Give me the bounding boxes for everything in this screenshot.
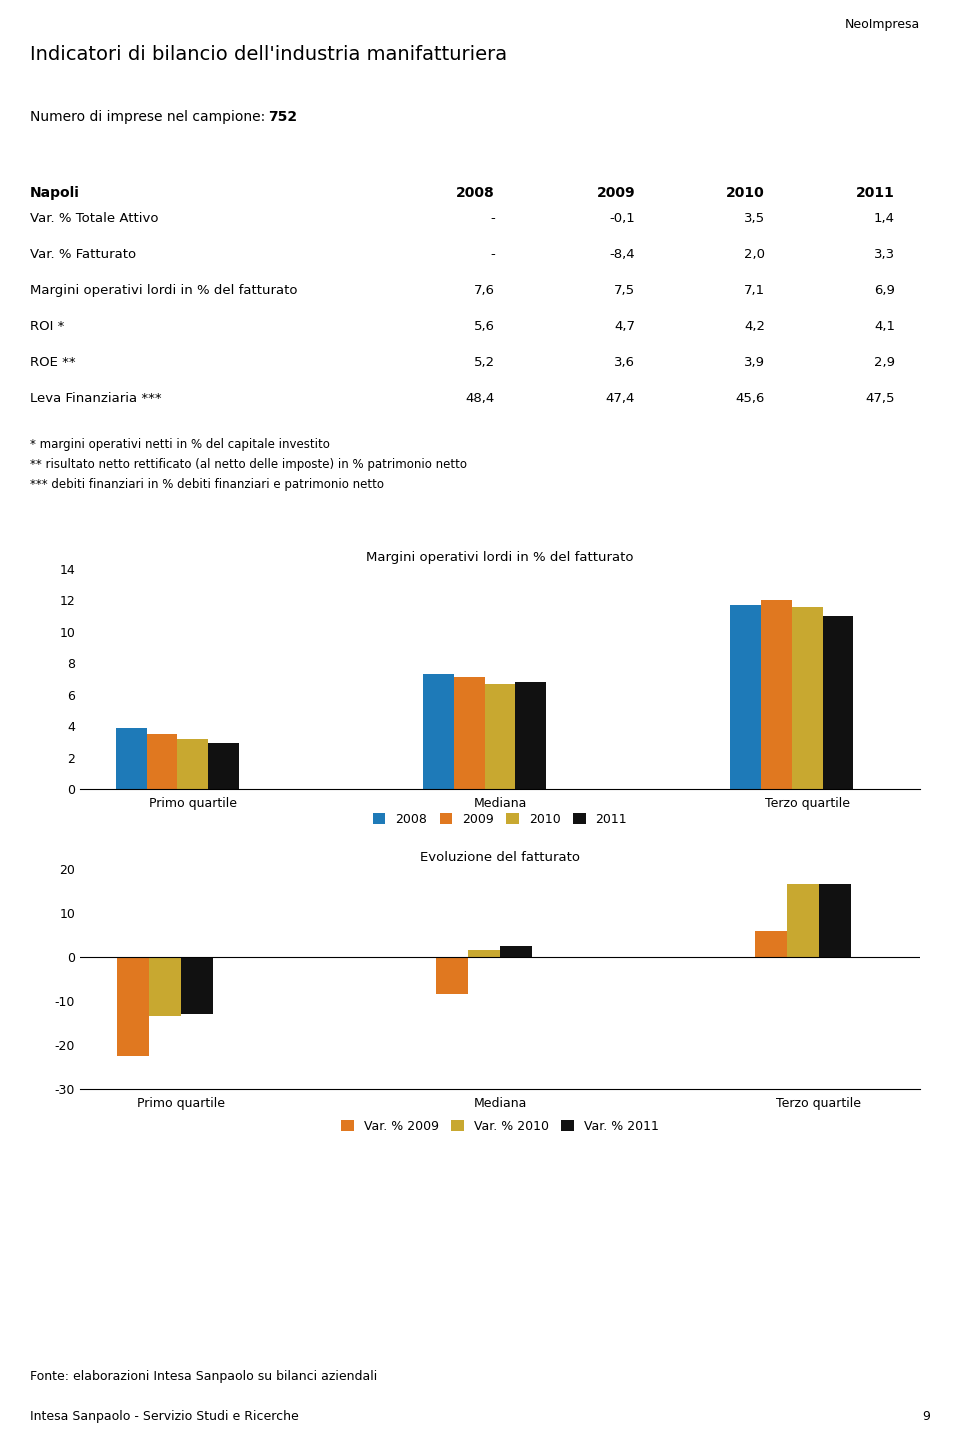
Bar xyxy=(792,606,823,789)
Bar xyxy=(756,931,787,957)
Bar xyxy=(116,728,147,789)
Text: 752: 752 xyxy=(268,110,298,125)
Text: 2011: 2011 xyxy=(856,186,895,200)
Text: Crescita, redditità e struttura patrimoniale in sintesi (valori mediani): Crescita, redditità e struttura patrimon… xyxy=(37,154,579,168)
Text: * margini operativi netti in % del capitale investito: * margini operativi netti in % del capit… xyxy=(30,438,330,451)
Text: 7,6: 7,6 xyxy=(474,284,495,297)
Text: Margini operativi lordi in % del fatturato: Margini operativi lordi in % del fattura… xyxy=(30,284,298,297)
Bar xyxy=(454,677,485,789)
Text: Numero di imprese nel campione:: Numero di imprese nel campione: xyxy=(30,110,270,125)
Text: 7,5: 7,5 xyxy=(613,284,635,297)
Text: 5,2: 5,2 xyxy=(474,357,495,368)
Bar xyxy=(208,744,239,789)
Bar xyxy=(823,616,853,789)
Bar xyxy=(436,957,468,995)
Bar xyxy=(117,957,149,1056)
Text: Var. % Totale Attivo: Var. % Totale Attivo xyxy=(30,212,158,225)
Text: Fonte: elaborazioni Intesa Sanpaolo su bilanci aziendali: Fonte: elaborazioni Intesa Sanpaolo su b… xyxy=(30,1370,377,1383)
Text: La dispersione delle performance: La dispersione delle performance xyxy=(37,521,300,534)
Text: -0,1: -0,1 xyxy=(610,212,635,225)
Bar xyxy=(787,884,819,957)
Text: Evoluzione del fatturato: Evoluzione del fatturato xyxy=(420,851,580,864)
Text: 4,2: 4,2 xyxy=(744,320,765,334)
Bar xyxy=(731,605,761,789)
Bar xyxy=(181,957,213,1014)
Text: 4,7: 4,7 xyxy=(614,320,635,334)
Text: 3,6: 3,6 xyxy=(614,357,635,368)
Bar xyxy=(516,682,546,789)
Bar xyxy=(147,734,178,789)
Text: 2,0: 2,0 xyxy=(744,248,765,261)
Text: -: - xyxy=(491,248,495,261)
Text: 3,9: 3,9 xyxy=(744,357,765,368)
Text: 2010: 2010 xyxy=(727,186,765,200)
Text: 45,6: 45,6 xyxy=(735,392,765,405)
Text: 6,9: 6,9 xyxy=(875,284,895,297)
Text: 2009: 2009 xyxy=(596,186,635,200)
Bar xyxy=(500,945,532,957)
Text: 47,5: 47,5 xyxy=(866,392,895,405)
Text: *** debiti finanziari in % debiti finanziari e patrimonio netto: *** debiti finanziari in % debiti finanz… xyxy=(30,478,384,492)
Bar xyxy=(761,600,792,789)
Text: 4,1: 4,1 xyxy=(874,320,895,334)
Text: ROE **: ROE ** xyxy=(30,357,76,368)
Text: 47,4: 47,4 xyxy=(606,392,635,405)
Text: 1,4: 1,4 xyxy=(874,212,895,225)
Bar xyxy=(178,738,208,789)
Bar xyxy=(423,674,454,789)
Text: ROI *: ROI * xyxy=(30,320,64,334)
Text: -: - xyxy=(491,212,495,225)
Text: NeoImpresa: NeoImpresa xyxy=(845,17,920,30)
Text: -8,4: -8,4 xyxy=(610,248,635,261)
Bar xyxy=(468,950,500,957)
Text: Margini operativi lordi in % del fatturato: Margini operativi lordi in % del fattura… xyxy=(367,551,634,564)
Text: 3,3: 3,3 xyxy=(874,248,895,261)
Text: Napoli: Napoli xyxy=(30,186,80,200)
Text: 48,4: 48,4 xyxy=(466,392,495,405)
Text: 3,5: 3,5 xyxy=(744,212,765,225)
Text: 7,1: 7,1 xyxy=(744,284,765,297)
Text: Var. % Fatturato: Var. % Fatturato xyxy=(30,248,136,261)
Text: Leva Finanziaria ***: Leva Finanziaria *** xyxy=(30,392,161,405)
Legend: Var. % 2009, Var. % 2010, Var. % 2011: Var. % 2009, Var. % 2010, Var. % 2011 xyxy=(336,1115,663,1138)
Bar xyxy=(149,957,181,1016)
Legend: 2008, 2009, 2010, 2011: 2008, 2009, 2010, 2011 xyxy=(368,808,633,831)
Text: 5,6: 5,6 xyxy=(474,320,495,334)
Text: ** risultato netto rettificato (al netto delle imposte) in % patrimonio netto: ** risultato netto rettificato (al netto… xyxy=(30,458,467,471)
Text: 9: 9 xyxy=(923,1409,930,1422)
Text: Intesa Sanpaolo - Servizio Studi e Ricerche: Intesa Sanpaolo - Servizio Studi e Ricer… xyxy=(30,1409,299,1422)
Bar xyxy=(485,684,516,789)
Text: 2,9: 2,9 xyxy=(874,357,895,368)
Text: Indicatori di bilancio dell'industria manifatturiera: Indicatori di bilancio dell'industria ma… xyxy=(30,45,507,64)
Bar xyxy=(819,884,851,957)
Text: 2008: 2008 xyxy=(456,186,495,200)
